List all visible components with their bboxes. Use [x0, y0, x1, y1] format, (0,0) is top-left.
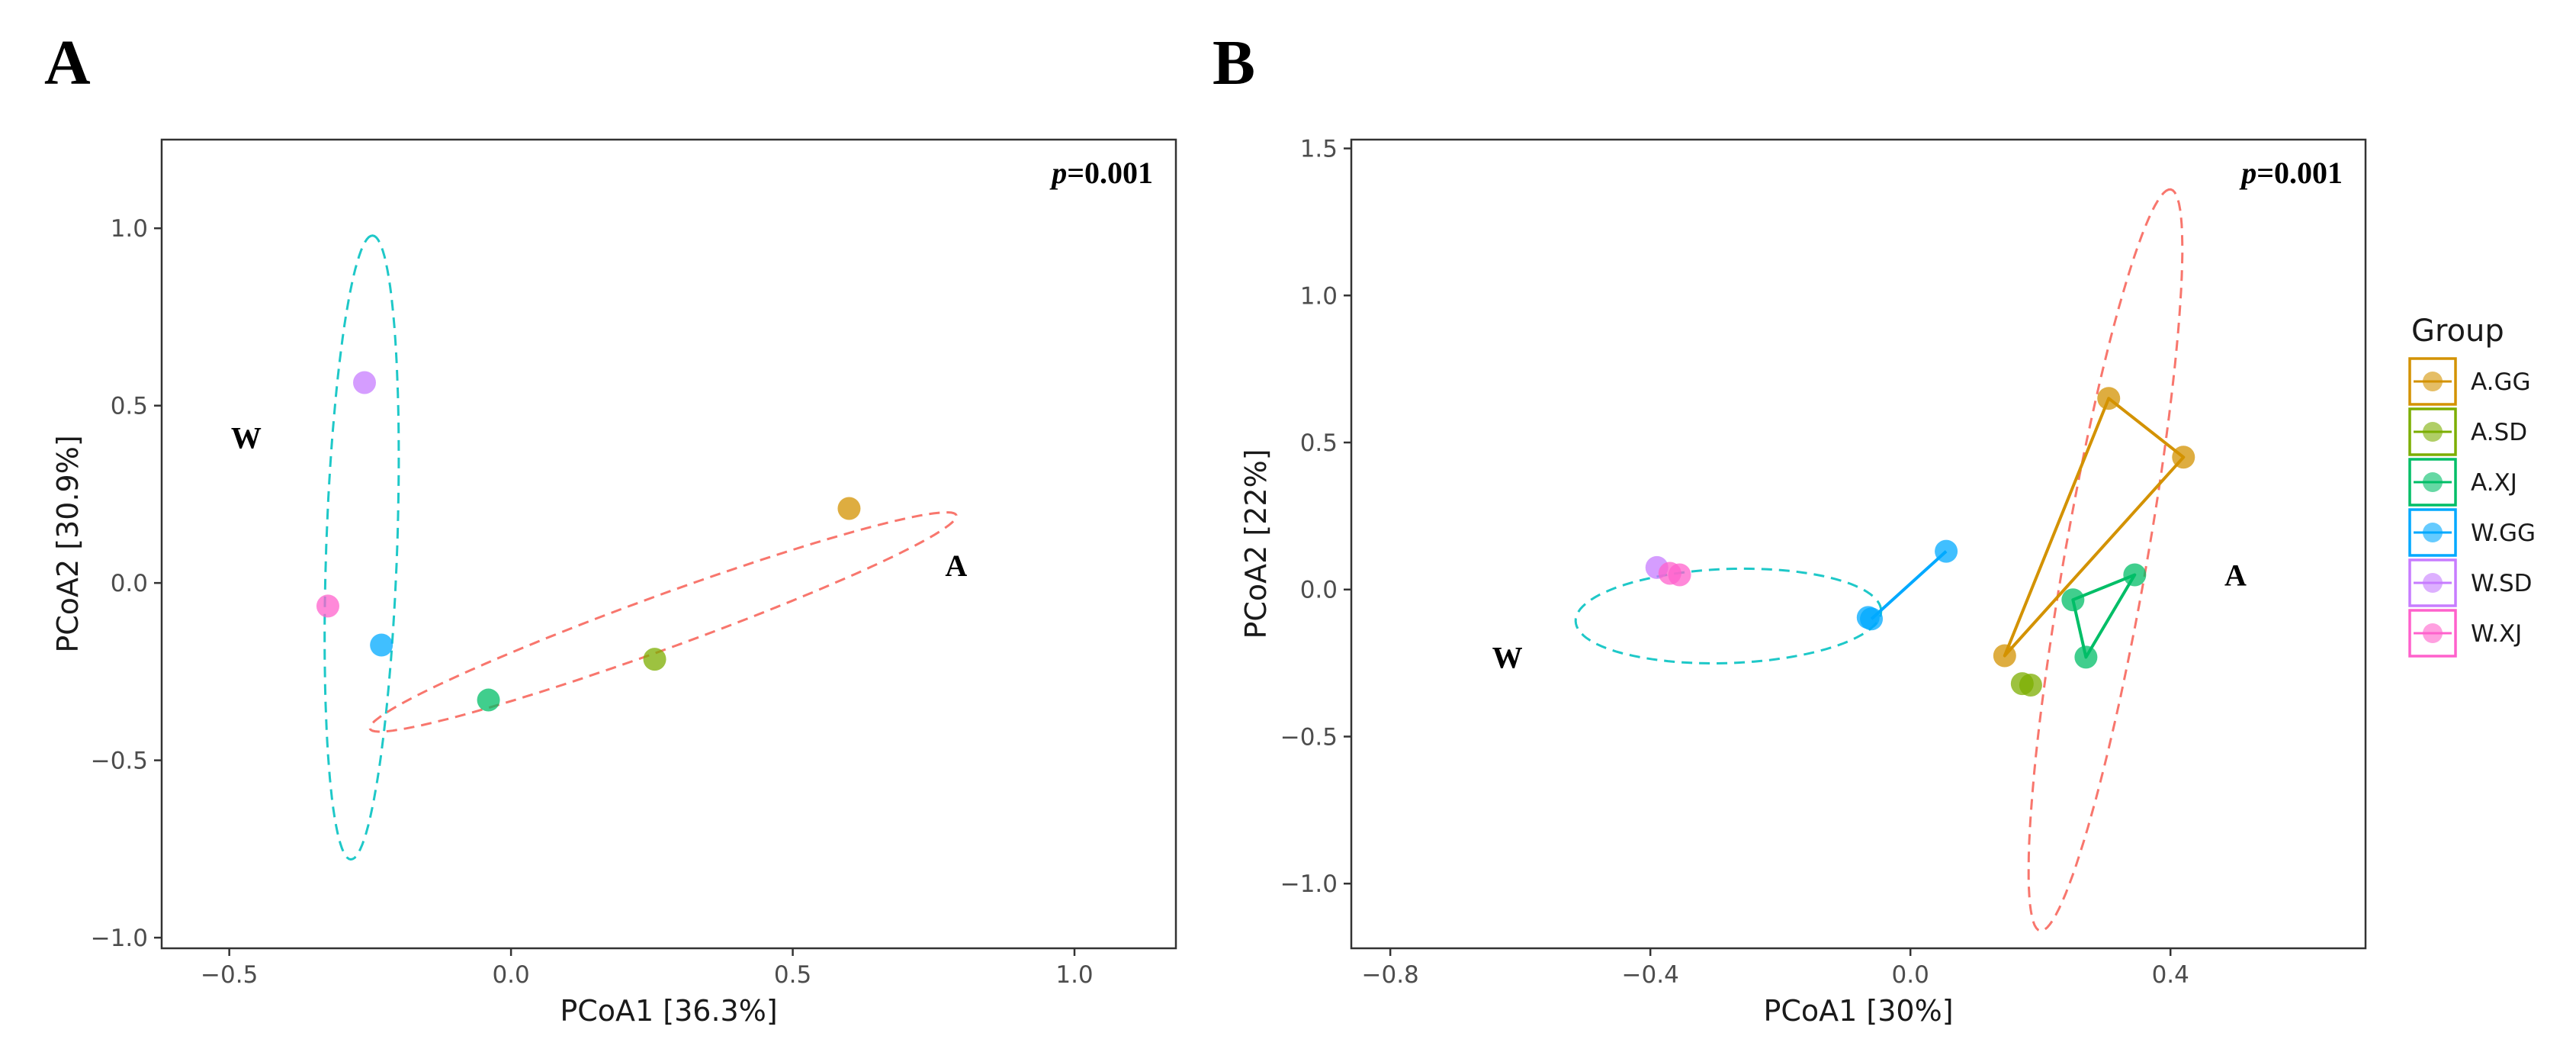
panel-b-plot: −0.8 −0.4 0.0 0.4 −1.0 −0.5 0.0 0.5 1.0 1.5 W A p=0… [1239, 136, 2367, 1028]
panel-b-y-tick-label: 1.5 [1300, 136, 1338, 163]
panel-a-point-w-sd [353, 371, 376, 394]
panel-b-point-a-xj [2074, 645, 2098, 669]
panel-letter-a: A [44, 27, 91, 98]
panel-a-x-tick-label: 0.0 [492, 961, 529, 989]
legend-label-a-xj: A.XJ [2471, 469, 2517, 497]
panel-b-y-tick-label: −1.0 [1280, 870, 1338, 898]
panel-b-p-value: p=0.001 [2239, 156, 2343, 190]
panel-b-hull-w-gg [1870, 550, 1948, 620]
panel-b-x-tick-label: −0.4 [1622, 961, 1679, 989]
panel-a-y-tick-label: −1.0 [91, 925, 148, 952]
panel-b-point-a-sd [2019, 674, 2042, 697]
panel-a-group-label-w: W [231, 421, 262, 455]
legend-key-point [2423, 623, 2443, 643]
panel-a-y-tick-label: −0.5 [91, 748, 148, 775]
panel-a-ellipse-a [368, 511, 958, 733]
panel-b-y-tick-label: 1.0 [1300, 282, 1338, 310]
panel-a-y-axis-title: PCoA2 [30.9%] [51, 435, 85, 652]
panel-a-point-a-gg [837, 497, 861, 520]
panel-b-point-a-gg [1993, 644, 2016, 668]
panel-b-hull-a-gg [2003, 397, 2186, 658]
legend-label-w-xj: W.XJ [2471, 620, 2522, 648]
panel-a-x-tick-label: 1.0 [1055, 961, 1093, 989]
panel-b-group-label-a: A [2224, 558, 2247, 592]
panel-b-ellipse-a [2027, 188, 2184, 932]
panel-a-x-tick-label: 0.5 [774, 961, 811, 989]
panel-a-y-tick-label: 0.0 [111, 570, 148, 597]
panel-b-x-axis-title: PCoA1 [30%] [1763, 994, 1953, 1028]
panel-b-point-w-gg [1935, 539, 1958, 563]
legend-title: Group [2411, 314, 2504, 349]
panel-a-group-label-a: A [945, 549, 967, 583]
panel-b-y-tick-label: 0.5 [1300, 430, 1338, 457]
panel-b-point-a-gg [2172, 446, 2195, 469]
panel-a-p-number: =0.001 [1067, 156, 1153, 190]
panel-a-point-a-sd [643, 648, 666, 671]
panel-b-x-tick-label: 0.0 [1892, 961, 1929, 989]
panel-a-frame [160, 138, 1177, 950]
panel-b-point-a-gg [2097, 387, 2121, 410]
panel-a-y-tick-label: 1.0 [111, 215, 148, 243]
panel-b-point-a-xj [2123, 563, 2147, 587]
legend-key-point [2423, 372, 2443, 391]
panel-b-p-symbol: p [2239, 156, 2256, 190]
panel-a-x-tick-label: −0.5 [201, 961, 258, 989]
panel-letter-b: B [1213, 27, 1255, 98]
panel-a-point-a-xj [477, 688, 500, 712]
legend-key-point [2423, 523, 2443, 542]
legend: Group A.GG A.SD A.XJ W.GG W.SD W.XJ [2408, 314, 2536, 658]
legend-label-w-gg: W.GG [2471, 520, 2536, 547]
legend-key-point [2423, 573, 2443, 593]
panel-b-hull-a-xj [2071, 573, 2137, 659]
legend-key-point [2423, 422, 2443, 442]
legend-label-w-sd: W.SD [2471, 570, 2533, 597]
panel-a-point-w-xj [316, 594, 339, 618]
panel-a-plot: −0.5 0.0 0.5 1.0 −1.0 −0.5 0.0 0.5 1.0 W A p=0.001… [51, 138, 1177, 1028]
legend-label-a-sd: A.SD [2471, 419, 2527, 446]
panel-b-point-w-gg [1856, 606, 1880, 629]
panel-a-p-symbol: p [1049, 156, 1067, 190]
panel-b-p-number: =0.001 [2256, 156, 2343, 190]
panel-b-point-a-xj [2061, 588, 2085, 612]
panel-a-ellipse-w [323, 234, 400, 861]
panel-a-p-value: p=0.001 [1049, 156, 1153, 190]
panel-a-content: −0.5 0.0 0.5 1.0 −1.0 −0.5 0.0 0.5 1.0 W A [91, 215, 1094, 989]
panel-b-y-tick-label: 0.0 [1300, 577, 1338, 604]
panel-b-y-tick-label: −0.5 [1280, 723, 1338, 751]
legend-items: A.GG A.SD A.XJ W.GG W.SD W.XJ [2408, 357, 2536, 658]
legend-key-point [2423, 472, 2443, 492]
panel-a-x-axis-title: PCoA1 [36.3%] [560, 994, 777, 1028]
panel-b-content: −0.8 −0.4 0.0 0.4 −1.0 −0.5 0.0 0.5 1.0 1.5 W A [1280, 136, 2247, 989]
panel-b-frame [1350, 138, 2367, 950]
panel-b-x-tick-label: 0.4 [2152, 961, 2189, 989]
panel-b-ellipse-w [1574, 567, 1883, 665]
panel-b-group-label-w: W [1492, 640, 1523, 674]
legend-label-a-gg: A.GG [2471, 368, 2531, 396]
panel-b-point-w-xj [1668, 563, 1691, 587]
panel-b-y-axis-title: PCoA2 [22%] [1239, 449, 1273, 639]
panel-a-y-tick-label: 0.5 [111, 393, 148, 420]
panel-a-point-w-gg [370, 633, 393, 657]
panel-b-x-tick-label: −0.8 [1362, 961, 1419, 989]
